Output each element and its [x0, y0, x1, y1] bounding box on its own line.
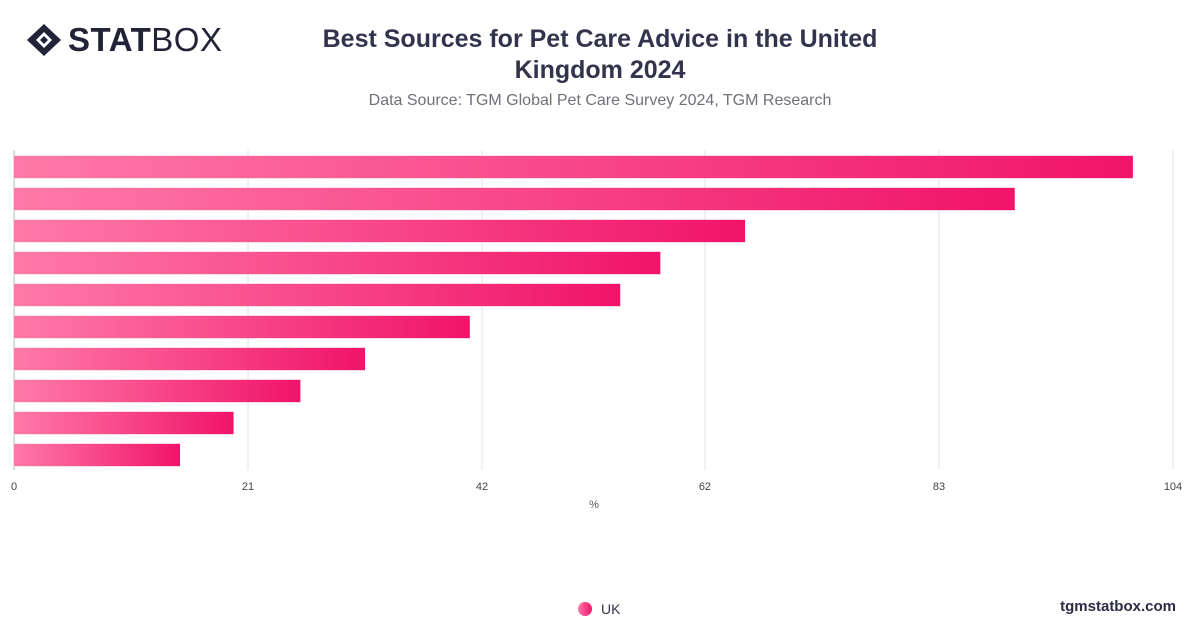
bar[interactable]	[14, 315, 470, 339]
x-tick-label: 21	[242, 481, 254, 493]
logo-wordmark: STATBOX	[68, 21, 223, 58]
bar-chart: 0 21 42 62 83 104 %	[11, 150, 1182, 511]
x-axis-label: %	[589, 499, 599, 511]
footer-brand: tgmstatbox.com	[1060, 598, 1176, 615]
bar[interactable]	[14, 347, 366, 371]
chart-subtitle: Data Source: TGM Global Pet Care Survey …	[368, 92, 832, 109]
bar[interactable]	[14, 155, 1133, 179]
chart-title: Best Sources for Pet Care Advice in the …	[322, 25, 878, 84]
x-tick-label: 0	[11, 481, 17, 493]
bar[interactable]	[14, 283, 621, 307]
legend[interactable]: UK	[578, 601, 620, 617]
x-tick-label: 62	[699, 481, 711, 493]
bar[interactable]	[14, 251, 661, 275]
legend-label-uk: UK	[601, 601, 621, 617]
bars	[14, 155, 1133, 467]
bar[interactable]	[14, 411, 234, 435]
x-axis-ticks: 0 21 42 62 83 104	[11, 481, 1182, 493]
bar[interactable]	[14, 219, 746, 243]
x-tick-label: 42	[476, 481, 488, 493]
x-tick-label: 104	[1164, 481, 1182, 493]
statbox-logo-icon	[27, 24, 61, 56]
bar[interactable]	[14, 187, 1015, 211]
x-tick-label: 83	[933, 481, 945, 493]
logo: STATBOX	[26, 22, 222, 58]
bar[interactable]	[14, 443, 181, 467]
legend-swatch-uk	[578, 602, 592, 616]
bar[interactable]	[14, 379, 301, 403]
